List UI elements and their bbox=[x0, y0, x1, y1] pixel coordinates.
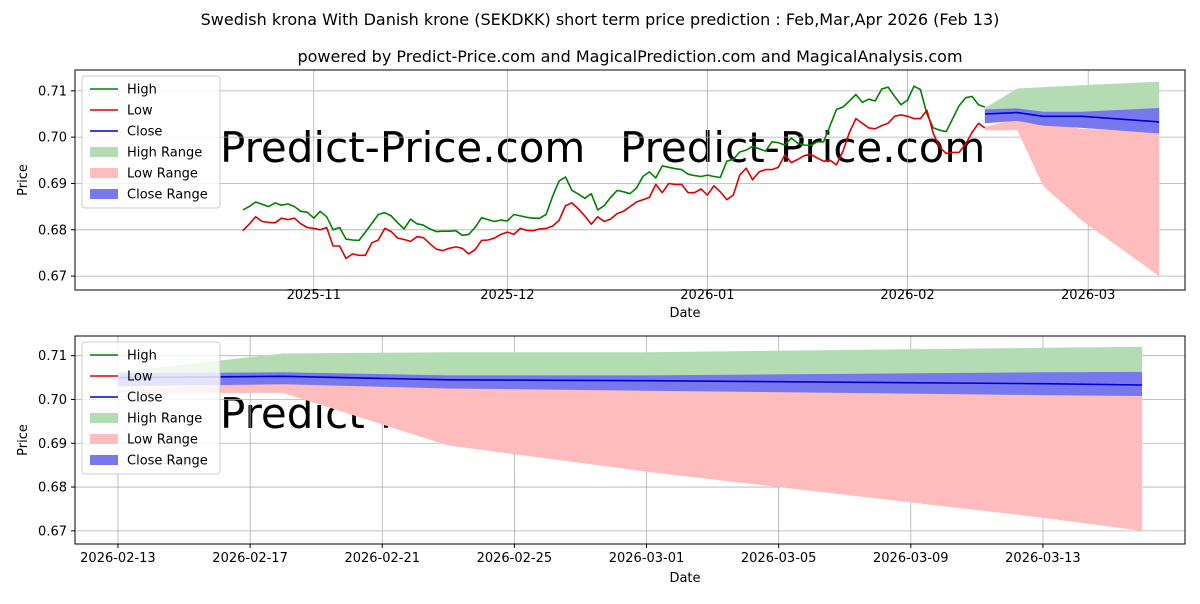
axes-frame bbox=[74, 69, 1186, 291]
legend-label: Low Range bbox=[127, 167, 198, 182]
low-range-band bbox=[984, 118, 1160, 277]
y-tick-label: 0.70 bbox=[38, 131, 67, 146]
x-tick-label: 2025-11 bbox=[287, 288, 341, 303]
x-axis-label: Date bbox=[669, 571, 700, 586]
legend-label: Close Range bbox=[127, 188, 208, 203]
legend-label: High bbox=[127, 349, 157, 364]
x-tick-label: 2026-02-13 bbox=[80, 551, 156, 566]
axes-frame bbox=[74, 335, 1186, 545]
low-series-line bbox=[242, 109, 986, 260]
y-tick-label: 0.71 bbox=[38, 84, 67, 99]
y-axis-label: Price bbox=[16, 424, 31, 456]
y-tick-label: 0.68 bbox=[38, 223, 67, 238]
watermark-text: Predict-Price.com bbox=[620, 123, 985, 172]
legend-label: Close bbox=[127, 391, 162, 406]
legend-swatch-low-range bbox=[90, 434, 118, 444]
high-series-line bbox=[242, 85, 986, 242]
legend: High Low Close High Range Low Range Close Ran… bbox=[81, 341, 221, 475]
low-range-band bbox=[117, 382, 1143, 531]
y-axis-label: Price bbox=[16, 164, 31, 196]
legend-label: Low Range bbox=[127, 433, 198, 448]
legend-label: High Range bbox=[127, 412, 202, 427]
chart-title: Swedish krona With Danish krone (SEKDKK)… bbox=[201, 10, 1000, 29]
x-tick-label: 2026-02 bbox=[880, 288, 934, 303]
close-series-line bbox=[117, 375, 1143, 386]
legend-swatch-high-range bbox=[90, 147, 118, 157]
x-tick-label: 2026-02-17 bbox=[212, 551, 288, 566]
x-tick-label: 2026-03-13 bbox=[1005, 551, 1081, 566]
y-tick-label: 0.71 bbox=[38, 349, 67, 364]
legend-label: Close bbox=[127, 125, 162, 140]
legend-label: Low bbox=[127, 370, 153, 385]
y-tick-label: 0.70 bbox=[38, 393, 67, 408]
legend-swatch-high-range bbox=[90, 413, 118, 423]
x-tick-label: 2026-02-25 bbox=[477, 551, 553, 566]
legend-label: Low bbox=[127, 104, 153, 119]
legend-swatch-low-range bbox=[90, 168, 118, 178]
legend-swatch-close-range bbox=[90, 189, 118, 199]
chart-subtitle: powered by Predict-Price.com and Magical… bbox=[297, 47, 962, 66]
y-tick-label: 0.68 bbox=[38, 481, 67, 496]
x-tick-label: 2026-01 bbox=[680, 288, 734, 303]
x-tick-label: 2026-03-05 bbox=[741, 551, 817, 566]
legend-label: High Range bbox=[127, 146, 202, 161]
watermark-text: Predict-Price.com bbox=[220, 123, 585, 172]
plot-area bbox=[242, 81, 1160, 277]
x-axis-label: Date bbox=[669, 306, 700, 321]
legend-label: Close Range bbox=[127, 454, 208, 469]
x-tick-label: 2026-03-01 bbox=[609, 551, 685, 566]
legend: High Low Close High Range Low Range Close Ran… bbox=[81, 75, 221, 209]
history-panel: Predict-Price.com Predict-Price.com 2025-1… bbox=[16, 69, 1186, 321]
x-tick-label: 2026-03 bbox=[1061, 288, 1115, 303]
forecast-panel: Predict-Price.comPredict-Price.com2026-0… bbox=[16, 335, 1186, 586]
y-tick-label: 0.69 bbox=[38, 177, 67, 192]
legend-swatch-close-range bbox=[90, 455, 118, 465]
close-series-line bbox=[984, 111, 1160, 123]
x-tick-label: 2025-12 bbox=[480, 288, 534, 303]
legend-label: High bbox=[127, 83, 157, 98]
x-tick-label: 2026-03-09 bbox=[873, 551, 949, 566]
x-tick-label: 2026-02-21 bbox=[344, 551, 420, 566]
plot-area bbox=[117, 346, 1143, 531]
y-tick-label: 0.69 bbox=[38, 437, 67, 452]
y-tick-label: 0.67 bbox=[38, 524, 67, 539]
y-tick-label: 0.67 bbox=[38, 270, 67, 285]
